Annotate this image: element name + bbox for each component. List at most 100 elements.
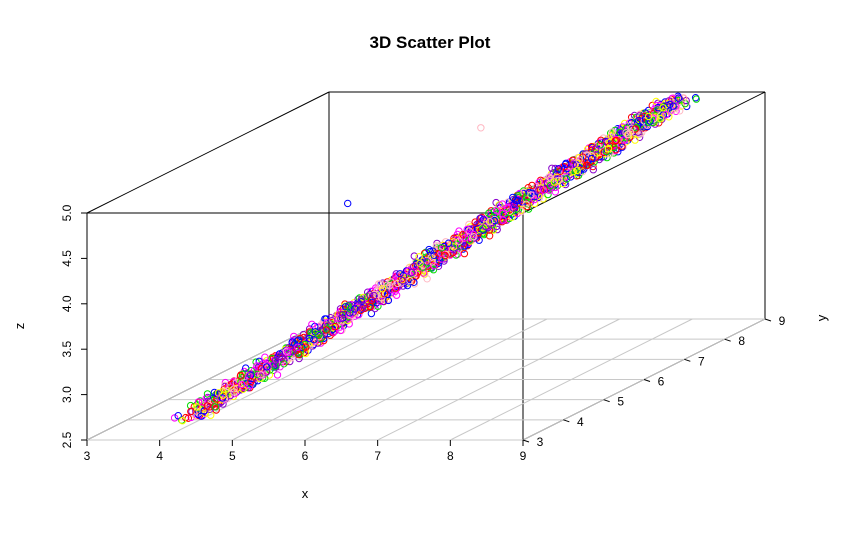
data-point [661,106,669,114]
data-point [550,178,558,186]
x-tick-label: 3 [84,449,91,463]
data-point [665,97,673,105]
data-point [246,381,254,390]
data-point [461,234,470,242]
data-point [278,353,286,361]
z-tick-label: 5.0 [60,204,74,221]
data-point [410,278,418,286]
data-point [640,123,648,131]
data-point [187,407,195,416]
y-tick-mark [563,419,570,423]
x-tick-label: 4 [156,449,163,463]
data-point [311,328,319,336]
data-point [330,328,338,336]
y-tick-label: 8 [738,334,745,348]
data-point [429,266,438,274]
data-point [465,227,473,235]
data-point [198,398,207,406]
y-tick-mark [522,439,530,443]
z-tick-label: 3.0 [60,386,74,403]
data-point [632,124,640,132]
data-points [170,92,700,425]
y-tick-label: 4 [577,415,584,429]
box-edge-top-right [522,91,766,214]
data-point [485,218,494,226]
data-point [438,244,446,252]
data-point [425,245,433,254]
data-point [583,151,591,159]
data-point [589,166,597,174]
data-point [334,315,343,323]
data-point [528,181,536,190]
data-point [551,183,559,192]
data-point [582,161,591,169]
data-point [239,385,247,393]
data-point [383,290,392,298]
data-point [221,381,229,389]
data-point [271,356,280,365]
data-point [262,363,271,371]
data-point [470,233,478,241]
data-point [535,186,543,194]
data-point [349,308,358,316]
data-point [636,130,644,138]
data-point [379,297,387,306]
z-tick-label: 4.5 [60,250,74,267]
z-tick-label: 4.0 [60,295,74,312]
data-point [659,104,667,112]
data-point [305,334,314,343]
y-tick-label: 7 [698,354,705,368]
data-point [513,197,521,205]
data-point [575,154,583,162]
data-point [289,347,297,355]
data-point [455,237,463,245]
data-point [562,160,570,169]
data-point [417,263,425,271]
data-point [360,301,368,310]
data-point [522,200,530,209]
data-point [527,191,535,199]
data-point [315,330,323,339]
data-point [627,124,636,132]
data-point [569,167,578,176]
data-point [230,388,238,396]
data-point [587,154,596,163]
data-point [492,206,501,215]
data-point [346,309,354,317]
data-point [498,200,507,208]
data-point [237,380,246,389]
data-point [545,173,553,181]
data-point [355,305,363,313]
data-point [331,322,339,331]
data-point [573,166,581,175]
y-tick-label: 5 [617,395,624,409]
data-point [592,153,600,161]
box-edge-top-left [86,91,330,214]
data-point [361,304,369,313]
x-tick-label: 6 [302,449,309,463]
data-point [646,117,654,125]
data-point [416,259,424,267]
data-point [247,377,255,386]
data-point [680,94,688,102]
data-point [675,94,683,102]
data-point [370,292,378,300]
data-point [273,371,282,379]
data-point [662,111,670,119]
data-point [409,262,418,271]
data-point [635,116,643,125]
data-point [568,168,576,177]
data-point [608,128,616,136]
data-point [450,243,458,251]
data-point [596,141,605,149]
data-point [493,225,501,234]
data-point [663,101,671,110]
data-point [310,336,318,344]
data-point [259,371,267,379]
data-point [498,209,507,218]
data-point [324,322,332,330]
data-point [501,209,510,217]
data-point [174,412,182,420]
